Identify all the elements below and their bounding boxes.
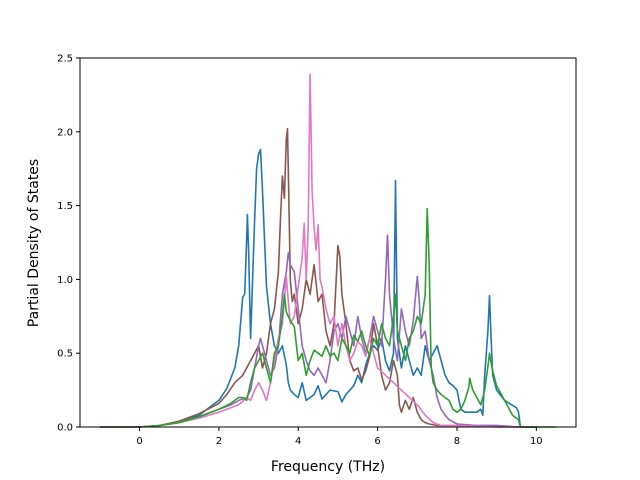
x-tick-label: 8	[454, 436, 460, 447]
x-tick-label: 4	[295, 436, 301, 447]
series-layer	[99, 73, 557, 428]
x-tick-label: 2	[216, 436, 222, 447]
x-axis-ticks: 0 2 4 6 8 10	[136, 427, 543, 447]
series-line-5	[99, 207, 557, 428]
x-tick-label: 6	[374, 436, 380, 447]
y-tick-label: 2.5	[57, 54, 73, 65]
x-axis-label: Frequency (THz)	[271, 459, 385, 475]
y-axis-label: Partial Density of States	[26, 159, 42, 327]
y-tick-label: 1.5	[57, 201, 73, 212]
y-tick-label: 0.5	[57, 349, 73, 360]
plot-frame	[79, 57, 577, 428]
x-tick-label: 0	[136, 436, 142, 447]
series-line-4	[99, 73, 537, 428]
x-tick-label: 10	[530, 436, 543, 447]
y-tick-label: 0.0	[57, 423, 73, 434]
y-axis-ticks: 0.0 0.5 1.0 1.5 2.0 2.5	[57, 54, 80, 434]
series-line-3	[99, 234, 537, 428]
series-line-1	[99, 148, 537, 428]
y-tick-label: 1.0	[57, 275, 73, 286]
y-tick-label: 2.0	[57, 127, 73, 138]
series-line-2	[99, 128, 537, 428]
